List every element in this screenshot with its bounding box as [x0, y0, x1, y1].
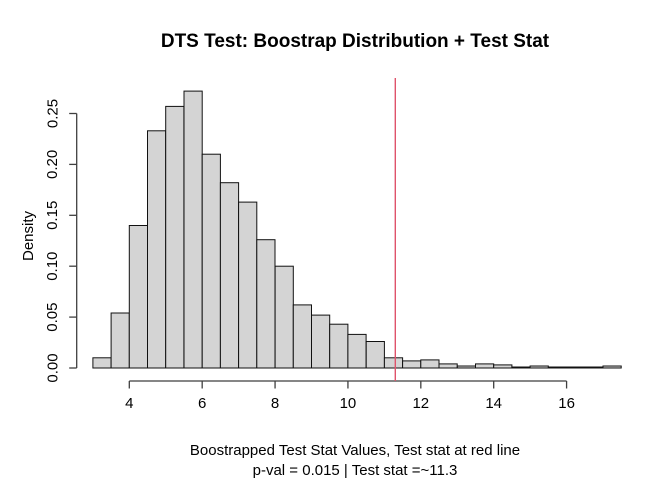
- x-tick-label: 4: [125, 395, 133, 412]
- y-tick-label: 0.25: [44, 99, 61, 128]
- histogram-bar: [602, 365, 622, 369]
- histogram-bar: [219, 182, 240, 369]
- x-tick-label: 14: [485, 395, 502, 412]
- histogram-bar: [584, 366, 604, 369]
- histogram-bar: [566, 366, 586, 369]
- histogram-bar: [529, 365, 549, 369]
- histogram-bar: [547, 366, 568, 369]
- x-axis-caption-block: Boostrapped Test Stat Values, Test stat …: [38, 441, 672, 480]
- x-tick-label: 16: [558, 395, 575, 412]
- histogram-bar: [274, 265, 294, 369]
- histogram-bar: [475, 363, 495, 369]
- histogram-bar: [128, 225, 149, 369]
- y-tick-label: 0.15: [44, 201, 61, 230]
- histogram-bar: [201, 153, 221, 369]
- y-tick-label: 0.20: [44, 150, 61, 179]
- histogram-bar: [329, 323, 349, 369]
- histogram-bar: [238, 201, 258, 369]
- histogram-bar: [456, 365, 476, 369]
- histogram-bar: [147, 130, 167, 369]
- histogram-bar: [383, 357, 404, 369]
- x-axis-subtitle: p-val = 0.015 | Test stat =~11.3: [252, 462, 458, 479]
- y-tick-label: 0.10: [44, 252, 61, 281]
- x-tick-label: 6: [198, 395, 206, 412]
- x-axis-title: Boostrapped Test Stat Values, Test stat …: [189, 442, 521, 459]
- chart-title: DTS Test: Boostrap Distribution + Test S…: [160, 31, 550, 52]
- histogram-bar: [511, 366, 531, 369]
- histogram-bar: [165, 105, 185, 369]
- histogram-bar: [420, 359, 440, 369]
- y-tick-label: 0.05: [44, 302, 61, 331]
- histogram-bar: [438, 363, 458, 369]
- histogram-bar: [493, 364, 513, 369]
- histogram-bar: [183, 90, 203, 369]
- histogram-bar: [402, 360, 422, 369]
- histogram-bar: [256, 239, 276, 369]
- histogram-bar: [110, 312, 130, 369]
- histogram-bar: [292, 304, 312, 369]
- histogram-bar: [311, 314, 331, 369]
- x-tick-label: 12: [412, 395, 429, 412]
- x-tick-label: 8: [271, 395, 279, 412]
- histogram-bar: [365, 341, 385, 369]
- x-tick-label: 10: [340, 395, 357, 412]
- histogram-bar: [347, 333, 367, 369]
- y-tick-label: 0.00: [44, 353, 61, 382]
- histogram-bar: [92, 357, 112, 369]
